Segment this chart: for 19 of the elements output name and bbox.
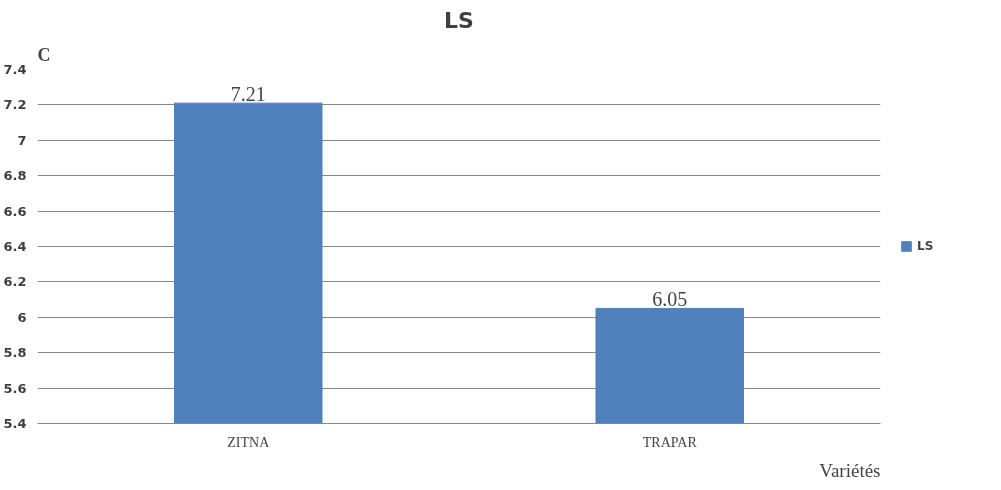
- chart-title: LS: [444, 7, 474, 33]
- text: C: [37, 44, 51, 65]
- y-tick-label: 5.4: [3, 416, 27, 431]
- data-label: 7.21: [230, 83, 266, 106]
- y-tick-label: 6: [17, 309, 27, 325]
- y-tick-label: 5.8: [3, 345, 27, 361]
- x-tick-label: TRAPAR: [642, 434, 698, 450]
- y-tick-label: 6.2: [3, 274, 27, 290]
- y-tick-label: 7: [17, 132, 27, 148]
- y-tick-label: 6.6: [3, 203, 27, 219]
- x-tick-label: ZITNA: [227, 434, 271, 450]
- y-tick-label: 7.4: [3, 62, 27, 77]
- legend-label: LS: [917, 239, 935, 253]
- y-tick-label: 5.6: [3, 380, 27, 396]
- data-label: 6.05: [652, 288, 688, 311]
- x-axis-title: Variétés: [819, 459, 881, 481]
- y-tick-label: 7.2: [3, 97, 27, 113]
- y-tick-label: 6.8: [3, 168, 27, 184]
- y-tick-label: 6.4: [3, 239, 27, 254]
